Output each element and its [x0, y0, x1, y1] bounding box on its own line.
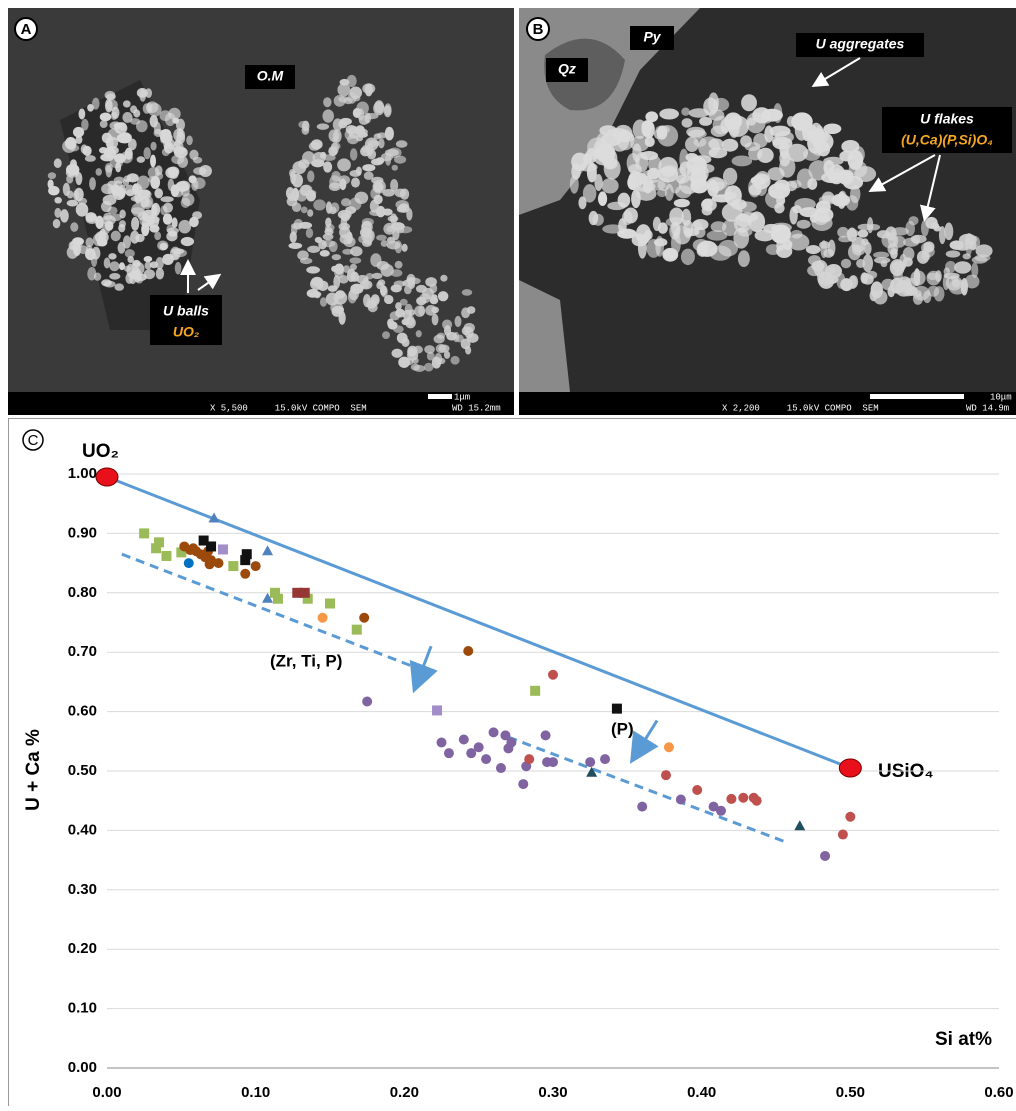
y-tick-label: 0.20: [68, 940, 97, 957]
panel-label: C: [28, 432, 39, 449]
y-tick-label: 0.00: [68, 1059, 97, 1076]
point: [481, 754, 491, 764]
point: [506, 737, 516, 747]
sem-info: WD 15.2mm: [452, 403, 501, 413]
point: [300, 588, 310, 598]
y-tick-label: 0.40: [68, 821, 97, 838]
point: [664, 742, 674, 752]
point: [524, 754, 534, 764]
point: [726, 794, 736, 804]
scale: 10μm: [990, 392, 1012, 402]
x-axis-label: Si at%: [935, 1029, 992, 1050]
point: [676, 795, 686, 805]
point: [242, 549, 252, 559]
point: [838, 830, 848, 840]
point: [692, 785, 702, 795]
point: [251, 561, 261, 571]
point: [214, 558, 224, 568]
y-tick-label: 0.70: [68, 643, 97, 660]
arrow: [635, 721, 657, 757]
point: [637, 802, 647, 812]
point: [518, 779, 528, 789]
annotation: (Zr, Ti, P): [270, 651, 342, 670]
label: U aggregates: [816, 36, 905, 52]
point: [325, 598, 335, 608]
point: [661, 770, 671, 780]
point: [273, 594, 283, 604]
point: [154, 537, 164, 547]
point: [206, 541, 216, 551]
sem-info: X 2,200 15.0kV COMPO SEM: [722, 403, 879, 413]
label: (U,Ca)(P,Si)O₄: [901, 132, 993, 148]
point: [600, 754, 610, 764]
annotation: (P): [611, 719, 634, 738]
point: [496, 763, 506, 773]
point: [752, 796, 762, 806]
y-tick-label: 1.00: [68, 465, 97, 482]
label: U balls: [163, 303, 209, 319]
trend-dashed: [508, 737, 786, 842]
x-tick-label: 0.50: [836, 1084, 865, 1101]
annotation: USiO₄: [878, 761, 934, 782]
point: [548, 670, 558, 680]
point: [541, 730, 551, 740]
x-tick-label: 0.60: [984, 1084, 1013, 1101]
y-tick-label: 0.80: [68, 584, 97, 601]
annotation: UO₂: [82, 441, 119, 462]
point: [845, 812, 855, 822]
point: [228, 561, 238, 571]
point: [548, 757, 558, 767]
point: [489, 727, 499, 737]
label: U flakes: [920, 111, 974, 127]
point: [444, 748, 454, 758]
y-tick-label: 0.90: [68, 524, 97, 541]
point: [218, 544, 228, 554]
end-member: [96, 468, 118, 486]
end-member: [839, 759, 861, 777]
x-tick-label: 0.20: [390, 1084, 419, 1101]
point: [794, 820, 805, 830]
point: [161, 551, 171, 561]
x-tick-label: 0.00: [92, 1084, 121, 1101]
point: [318, 613, 328, 623]
point: [184, 558, 194, 568]
y-tick-label: 0.10: [68, 1000, 97, 1017]
point: [437, 737, 447, 747]
point: [463, 646, 473, 656]
point: [139, 528, 149, 538]
label: Qz: [558, 61, 576, 77]
point: [716, 806, 726, 816]
point: [240, 569, 250, 579]
x-tick-label: 0.10: [241, 1084, 270, 1101]
point: [352, 625, 362, 635]
label: Py: [643, 29, 661, 45]
point: [262, 545, 273, 555]
x-tick-label: 0.40: [687, 1084, 716, 1101]
label: O.M: [257, 68, 284, 84]
point: [738, 793, 748, 803]
y-tick-label: 0.60: [68, 703, 97, 720]
y-axis-label: U + Ca %: [23, 729, 44, 811]
scale: 1μm: [454, 392, 470, 402]
point: [359, 613, 369, 623]
sem-info: WD 14.9m: [966, 403, 1009, 413]
panel-label: B: [533, 21, 544, 38]
point: [362, 697, 372, 707]
sem-info: X 5,500 15.0kV COMPO SEM: [210, 403, 367, 413]
y-tick-label: 0.50: [68, 762, 97, 779]
label: UO₂: [173, 324, 199, 340]
point: [459, 735, 469, 745]
x-tick-label: 0.30: [538, 1084, 567, 1101]
point: [612, 704, 622, 714]
trend-line: [107, 477, 850, 768]
y-tick-label: 0.30: [68, 881, 97, 898]
point: [586, 767, 597, 777]
point: [530, 686, 540, 696]
point: [432, 705, 442, 715]
point: [585, 757, 595, 767]
point: [474, 742, 484, 752]
point: [820, 851, 830, 861]
panel-label: A: [21, 21, 32, 38]
